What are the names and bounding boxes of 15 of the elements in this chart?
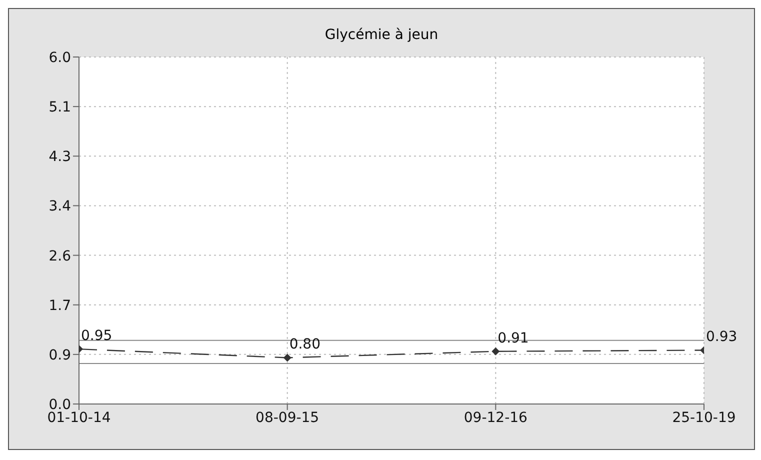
y-tick-label: 0.9	[48, 347, 71, 364]
x-tick-label: 25-10-19	[672, 410, 736, 426]
data-label: 0.91	[498, 330, 529, 346]
y-tick-label: 2.6	[48, 248, 72, 264]
x-tick-label: 08-09-15	[256, 410, 320, 426]
y-tick-label: 3.4	[48, 198, 72, 215]
y-tick-label: 4.3	[48, 149, 71, 166]
data-label: 0.80	[289, 336, 321, 353]
x-tick-label: 09-12-16	[464, 410, 528, 426]
chart-title: Glycémie à jeun	[324, 26, 440, 45]
y-tick-label: 1.7	[48, 298, 71, 314]
data-label: 0.95	[81, 328, 112, 344]
y-tick-label: 6.0	[48, 50, 71, 66]
y-tick-label: 5.1	[48, 100, 71, 116]
data-label: 0.93	[706, 329, 738, 346]
